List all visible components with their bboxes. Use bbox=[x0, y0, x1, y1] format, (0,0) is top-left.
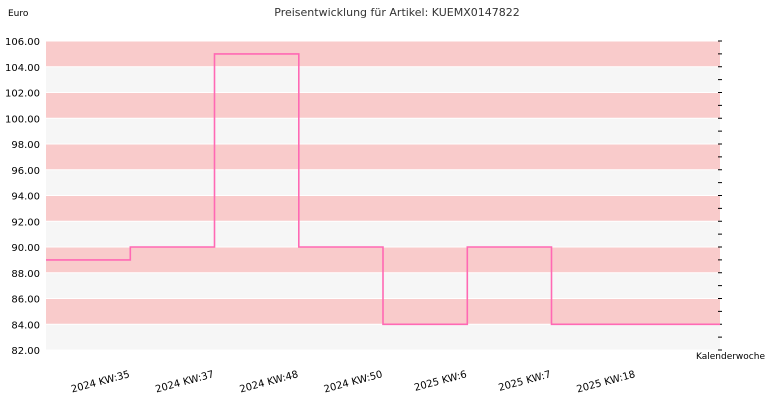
chart-title: Preisentwicklung für Artikel: KUEMX01478… bbox=[274, 6, 520, 19]
x-tick-label: 2024 KW:50 bbox=[323, 369, 384, 395]
y-tick-label: 82.00 bbox=[11, 346, 40, 357]
y-axis-title: Euro bbox=[8, 9, 29, 19]
y-tick-label: 104.00 bbox=[5, 63, 40, 74]
y-tick-label: 90.00 bbox=[11, 243, 40, 254]
price-step-line bbox=[46, 53, 720, 326]
plot-band bbox=[46, 169, 720, 196]
y-tick-label: 88.00 bbox=[11, 269, 40, 280]
x-axis-title: Kalenderwoche bbox=[696, 352, 765, 362]
plot-band bbox=[46, 41, 720, 67]
plot-band bbox=[46, 144, 720, 170]
plot-background bbox=[46, 40, 720, 351]
x-tick-label: 2024 KW:35 bbox=[70, 369, 131, 395]
y-tick-label: 106.00 bbox=[5, 37, 40, 48]
x-tick-label: 2025 KW:7 bbox=[497, 369, 552, 394]
x-tick-label: 2024 KW:37 bbox=[154, 369, 215, 395]
price-series bbox=[46, 53, 720, 326]
x-tick-label: 2025 KW:6 bbox=[413, 369, 468, 394]
plot-band bbox=[46, 66, 720, 93]
plot-band bbox=[46, 118, 720, 144]
y-tick-label: 86.00 bbox=[11, 295, 40, 306]
y-axis: 82.00 84.00 86.00 88.00 90.00 92.00 94.00 96.00… bbox=[5, 37, 722, 357]
y-tick-label: 96.00 bbox=[11, 166, 40, 177]
y-tick-label: 84.00 bbox=[11, 320, 40, 331]
x-tick-label: 2024 KW:48 bbox=[238, 369, 299, 395]
y-tick-label: 100.00 bbox=[5, 114, 40, 125]
y-tick-label: 92.00 bbox=[11, 217, 40, 228]
x-tick-label: 2025 KW:18 bbox=[575, 369, 636, 395]
x-axis: 2024 KW:35 2024 KW:37 2024 KW:48 2024 KW:50… bbox=[70, 369, 637, 395]
y-tick-label: 98.00 bbox=[11, 140, 40, 151]
plot-band bbox=[46, 92, 720, 119]
plot-band bbox=[46, 324, 720, 350]
plot-band bbox=[46, 195, 720, 222]
y-tick-label: 102.00 bbox=[5, 89, 40, 100]
plot-band bbox=[46, 221, 720, 247]
y-tick-label: 94.00 bbox=[11, 192, 40, 203]
